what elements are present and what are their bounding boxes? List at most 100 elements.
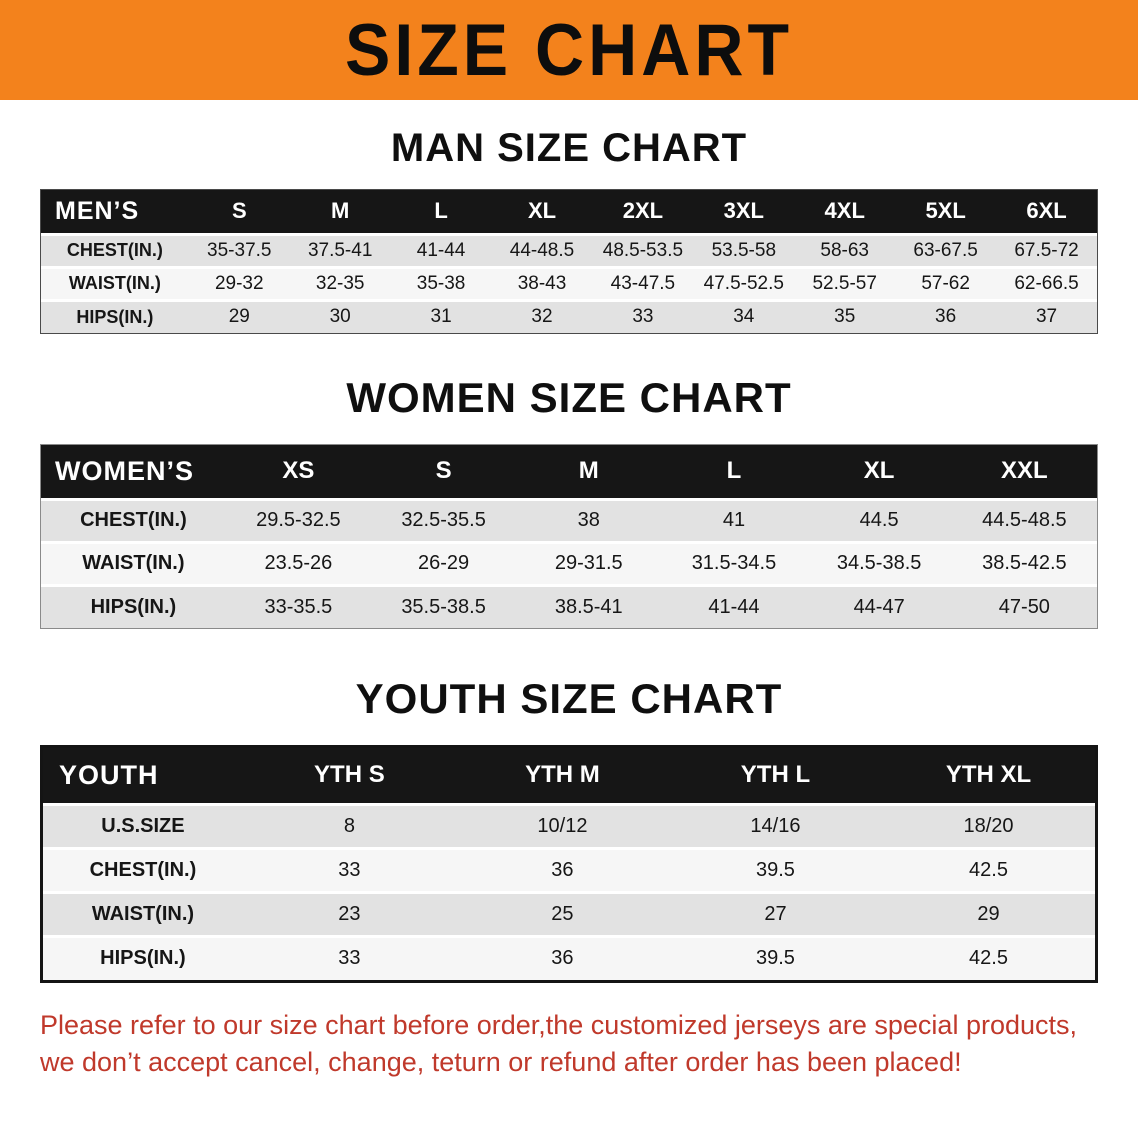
size-table: WOMEN’S XS S M L XL XXL CHEST(IN.) 29.5-32.5 32.5…: [41, 445, 1097, 628]
size-column-header: XS: [225, 445, 371, 501]
size-value-cell: 48.5-53.5: [592, 234, 694, 269]
size-value-cell: 10/12: [455, 804, 669, 850]
size-value-cell: 52.5-57: [794, 267, 896, 302]
row-label: HIPS(IN.): [43, 936, 243, 980]
size-value-cell: 34: [693, 300, 795, 333]
size-value-cell: 35-37.5: [188, 234, 290, 269]
row-label: WAIST(IN.): [41, 542, 226, 587]
size-column-header: XXL: [951, 445, 1097, 501]
size-value-cell: 35.5-38.5: [370, 585, 517, 628]
table-row: WAIST(IN.) 23.5-26 26-29 29-31.5 31.5-34.5 34…: [41, 542, 1097, 587]
size-value-cell: 29: [881, 892, 1095, 938]
size-value-cell: 33-35.5: [225, 585, 371, 628]
banner: SIZE CHART: [0, 0, 1138, 100]
table-row: HIPS(IN.) 33 36 39.5 42.5: [43, 936, 1095, 980]
table-header-row: MEN’S S M L XL 2XL 3XL 4XL 5XL 6XL: [41, 190, 1097, 236]
size-value-cell: 33: [242, 936, 456, 980]
size-value-cell: 43-47.5: [592, 267, 694, 302]
size-column-header: YTH M: [455, 748, 669, 806]
size-value-cell: 41-44: [661, 585, 807, 628]
size-column-header: 2XL: [592, 190, 694, 236]
size-value-cell: 32-35: [289, 267, 391, 302]
size-column-header: M: [516, 445, 662, 501]
size-value-cell: 33: [592, 300, 694, 333]
size-value-cell: 44.5-48.5: [951, 499, 1097, 544]
size-value-cell: 67.5-72: [996, 234, 1097, 269]
size-value-cell: 53.5-58: [693, 234, 795, 269]
size-value-cell: 29-32: [188, 267, 290, 302]
table-corner-label: WOMEN’S: [41, 445, 226, 501]
size-column-header: S: [370, 445, 517, 501]
row-label: U.S.SIZE: [43, 804, 243, 850]
section-youth: YOUTH SIZE CHART YOUTH YTH S YTH M YTH L YTH…: [0, 675, 1138, 983]
size-value-cell: 62-66.5: [996, 267, 1097, 302]
size-value-cell: 35-38: [390, 267, 492, 302]
size-value-cell: 44-47: [806, 585, 952, 628]
size-table: MEN’S S M L XL 2XL 3XL 4XL 5XL 6XL CHEST(IN.) 35-37…: [41, 190, 1097, 333]
size-value-cell: 57-62: [895, 267, 997, 302]
row-label: WAIST(IN.): [41, 267, 189, 302]
disclaimer: Please refer to our size chart before or…: [40, 1007, 1098, 1082]
size-value-cell: 31: [390, 300, 492, 333]
size-column-header: S: [188, 190, 290, 236]
section-heading-men: MAN SIZE CHART: [390, 126, 748, 170]
size-value-cell: 33: [242, 848, 456, 894]
table-row: WAIST(IN.) 23 25 27 29: [43, 892, 1095, 938]
table-header-row: YOUTH YTH S YTH M YTH L YTH XL: [43, 748, 1095, 806]
size-value-cell: 29-31.5: [516, 542, 662, 587]
size-column-header: YTH S: [242, 748, 456, 806]
size-value-cell: 47.5-52.5: [693, 267, 795, 302]
row-label: HIPS(IN.): [41, 585, 226, 628]
size-column-header: 4XL: [794, 190, 896, 236]
size-value-cell: 41-44: [390, 234, 492, 269]
men-size-table: MEN’S S M L XL 2XL 3XL 4XL 5XL 6XL CHEST(IN.) 35-37…: [40, 189, 1098, 334]
disclaimer-line-1: Please refer to our size chart before or…: [40, 1010, 1078, 1040]
size-value-cell: 29.5-32.5: [225, 499, 371, 544]
size-value-cell: 32: [491, 300, 593, 333]
size-value-cell: 36: [455, 848, 669, 894]
size-chart-page: SIZE CHART MAN SIZE CHART MEN’S S M L XL 2XL 3…: [0, 0, 1138, 1082]
size-value-cell: 38: [516, 499, 662, 544]
size-value-cell: 30: [289, 300, 391, 333]
size-value-cell: 42.5: [881, 848, 1095, 894]
size-column-header: 3XL: [693, 190, 795, 236]
size-value-cell: 38.5-41: [516, 585, 662, 628]
size-value-cell: 39.5: [668, 848, 882, 894]
size-column-header: XL: [806, 445, 952, 501]
section-women: WOMEN SIZE CHART WOMEN’S XS S M L XL XXL CHEST(…: [0, 374, 1138, 629]
row-label: CHEST(IN.): [41, 499, 226, 544]
row-label: CHEST(IN.): [43, 848, 243, 894]
size-column-header: 5XL: [895, 190, 997, 236]
size-value-cell: 36: [895, 300, 997, 333]
table-row: CHEST(IN.) 29.5-32.5 32.5-35.5 38 41 44.5 44.5…: [41, 499, 1097, 544]
size-column-header: M: [289, 190, 391, 236]
page-title: SIZE CHART: [345, 8, 793, 92]
size-value-cell: 34.5-38.5: [806, 542, 952, 587]
disclaimer-line-2: we don’t accept cancel, change, teturn o…: [40, 1047, 962, 1078]
section-men: MAN SIZE CHART MEN’S S M L XL 2XL 3XL 4XL 5XL 6XL…: [0, 126, 1138, 334]
size-value-cell: 27: [668, 892, 882, 938]
size-column-header: L: [661, 445, 807, 501]
table-row: CHEST(IN.) 35-37.5 37.5-41 41-44 44-48.5 48.5…: [41, 234, 1097, 269]
table-row: CHEST(IN.) 33 36 39.5 42.5: [43, 848, 1095, 894]
row-label: WAIST(IN.): [43, 892, 243, 938]
size-value-cell: 36: [455, 936, 669, 980]
size-column-header: YTH XL: [881, 748, 1095, 806]
size-value-cell: 39.5: [668, 936, 882, 980]
size-value-cell: 44.5: [806, 499, 952, 544]
size-value-cell: 44-48.5: [491, 234, 593, 269]
size-value-cell: 14/16: [668, 804, 882, 850]
table-header-row: WOMEN’S XS S M L XL XXL: [41, 445, 1097, 501]
size-value-cell: 8: [242, 804, 456, 850]
size-value-cell: 47-50: [951, 585, 1097, 628]
table-corner-label: MEN’S: [41, 190, 189, 236]
size-value-cell: 23: [242, 892, 456, 938]
size-column-header: YTH L: [668, 748, 882, 806]
size-value-cell: 41: [661, 499, 807, 544]
size-value-cell: 37: [996, 300, 1097, 333]
size-value-cell: 38-43: [491, 267, 593, 302]
table-row: HIPS(IN.) 33-35.5 35.5-38.5 38.5-41 41-44 44-…: [41, 585, 1097, 628]
size-value-cell: 32.5-35.5: [370, 499, 517, 544]
size-value-cell: 38.5-42.5: [951, 542, 1097, 587]
table-row: U.S.SIZE 8 10/12 14/16 18/20: [43, 804, 1095, 850]
